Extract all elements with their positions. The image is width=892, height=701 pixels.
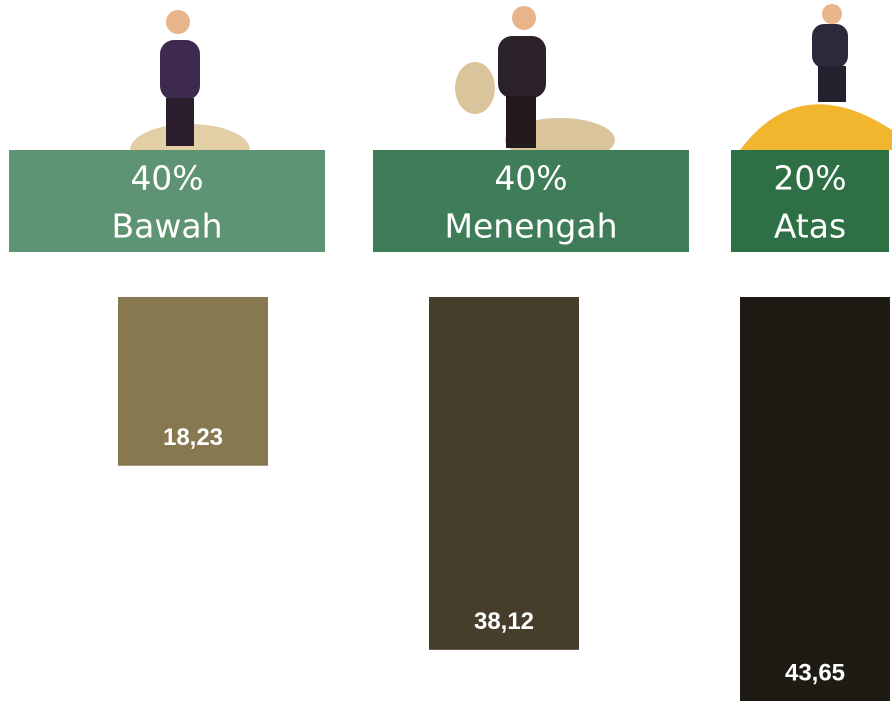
figure xyxy=(160,40,200,100)
bar xyxy=(740,297,890,701)
money-bag xyxy=(455,62,495,114)
share-label: 20% xyxy=(773,159,846,198)
value-label: 18,23 xyxy=(163,424,223,451)
category-label: Atas xyxy=(774,207,846,246)
value-label: 43,65 xyxy=(785,659,845,686)
figure-head xyxy=(822,4,842,24)
header-box xyxy=(373,150,689,252)
category-label: Menengah xyxy=(445,207,618,246)
bar xyxy=(118,297,268,466)
gold-pile xyxy=(740,104,892,150)
share-label: 40% xyxy=(494,159,567,198)
figure-legs xyxy=(506,96,536,148)
value-label: 38,12 xyxy=(474,608,534,635)
header-box xyxy=(731,150,889,252)
share-label: 40% xyxy=(130,159,203,198)
figure-head xyxy=(512,6,536,30)
figure-legs xyxy=(818,66,846,102)
figure xyxy=(498,36,546,98)
bar xyxy=(429,297,579,650)
header-box xyxy=(9,150,325,252)
category-label: Bawah xyxy=(112,207,223,246)
figure-head xyxy=(166,10,190,34)
figure xyxy=(812,24,848,68)
figure-legs xyxy=(166,98,194,146)
